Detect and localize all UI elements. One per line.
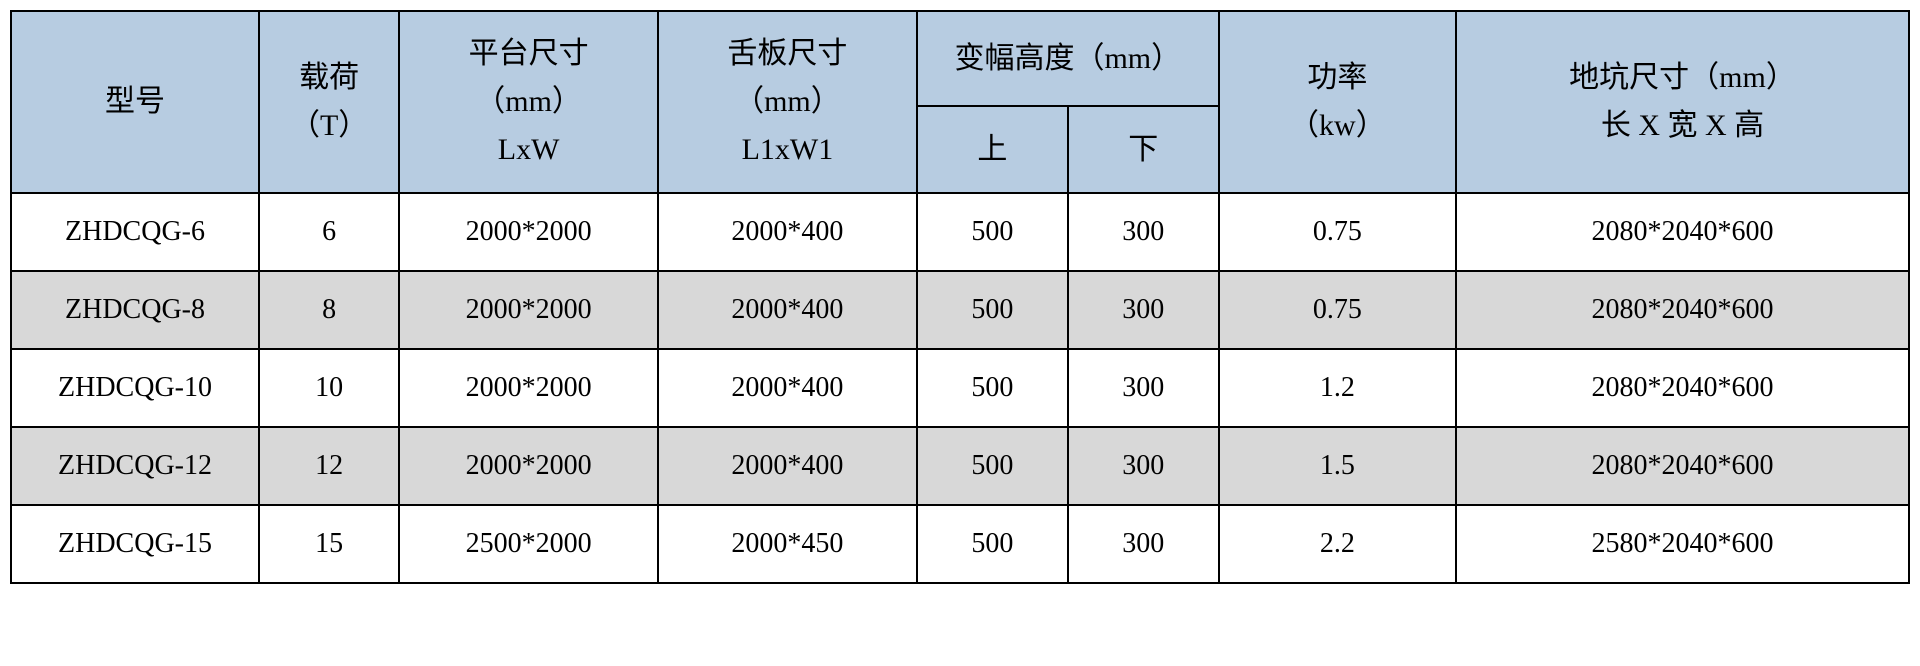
cell-platform: 2000*2000 xyxy=(399,193,658,271)
cell-model: ZHDCQG-10 xyxy=(11,349,259,427)
header-load: 载荷 （T） xyxy=(259,11,399,193)
cell-tongue: 2000*400 xyxy=(658,349,917,427)
cell-tongue: 2000*450 xyxy=(658,505,917,583)
header-tongue-line3: L1xW1 xyxy=(742,133,834,166)
cell-pit: 2080*2040*600 xyxy=(1456,349,1909,427)
header-load-line2: （T） xyxy=(290,109,368,142)
header-amplitude-up: 上 xyxy=(917,106,1068,193)
cell-model: ZHDCQG-15 xyxy=(11,505,259,583)
cell-tongue: 2000*400 xyxy=(658,427,917,505)
header-load-line1: 载荷 xyxy=(299,61,359,94)
cell-pit: 2580*2040*600 xyxy=(1456,505,1909,583)
table-row: ZHDCQG-15 15 2500*2000 2000*450 500 300 … xyxy=(11,505,1909,583)
header-power-line2: （kw） xyxy=(1289,109,1386,142)
header-amplitude: 变幅高度（mm） xyxy=(917,11,1219,106)
table-row: ZHDCQG-12 12 2000*2000 2000*400 500 300 … xyxy=(11,427,1909,505)
cell-down: 300 xyxy=(1068,349,1219,427)
header-tongue-line2: （mm） xyxy=(734,85,841,118)
header-platform-line3: LxW xyxy=(498,133,560,166)
cell-up: 500 xyxy=(917,349,1068,427)
cell-platform: 2000*2000 xyxy=(399,271,658,349)
table-row: ZHDCQG-6 6 2000*2000 2000*400 500 300 0.… xyxy=(11,193,1909,271)
header-platform-line1: 平台尺寸 xyxy=(469,37,589,70)
cell-pit: 2080*2040*600 xyxy=(1456,271,1909,349)
cell-pit: 2080*2040*600 xyxy=(1456,427,1909,505)
cell-power: 0.75 xyxy=(1219,193,1456,271)
header-row-1: 型号 载荷 （T） 平台尺寸 （mm） LxW 舌板尺寸 （mm） L1xW1 … xyxy=(11,11,1909,106)
cell-down: 300 xyxy=(1068,427,1219,505)
cell-power: 1.2 xyxy=(1219,349,1456,427)
cell-model: ZHDCQG-8 xyxy=(11,271,259,349)
cell-down: 300 xyxy=(1068,271,1219,349)
cell-power: 0.75 xyxy=(1219,271,1456,349)
table-body: ZHDCQG-6 6 2000*2000 2000*400 500 300 0.… xyxy=(11,193,1909,583)
cell-down: 300 xyxy=(1068,505,1219,583)
cell-platform: 2000*2000 xyxy=(399,349,658,427)
header-power-line1: 功率 xyxy=(1307,61,1367,94)
cell-model: ZHDCQG-6 xyxy=(11,193,259,271)
header-pit-line2: 长 X 宽 X 高 xyxy=(1601,109,1764,142)
cell-power: 2.2 xyxy=(1219,505,1456,583)
cell-tongue: 2000*400 xyxy=(658,271,917,349)
header-platform-line2: （mm） xyxy=(475,85,582,118)
header-tongue: 舌板尺寸 （mm） L1xW1 xyxy=(658,11,917,193)
cell-model: ZHDCQG-12 xyxy=(11,427,259,505)
header-amplitude-down: 下 xyxy=(1068,106,1219,193)
header-model: 型号 xyxy=(11,11,259,193)
cell-platform: 2000*2000 xyxy=(399,427,658,505)
cell-up: 500 xyxy=(917,505,1068,583)
cell-up: 500 xyxy=(917,271,1068,349)
cell-load: 8 xyxy=(259,271,399,349)
header-pit: 地坑尺寸（mm） 长 X 宽 X 高 xyxy=(1456,11,1909,193)
table-row: ZHDCQG-10 10 2000*2000 2000*400 500 300 … xyxy=(11,349,1909,427)
header-power: 功率 （kw） xyxy=(1219,11,1456,193)
table-row: ZHDCQG-8 8 2000*2000 2000*400 500 300 0.… xyxy=(11,271,1909,349)
header-pit-line1: 地坑尺寸（mm） xyxy=(1569,61,1796,94)
cell-up: 500 xyxy=(917,193,1068,271)
specifications-table: 型号 载荷 （T） 平台尺寸 （mm） LxW 舌板尺寸 （mm） L1xW1 … xyxy=(10,10,1910,584)
cell-platform: 2500*2000 xyxy=(399,505,658,583)
cell-load: 6 xyxy=(259,193,399,271)
cell-load: 15 xyxy=(259,505,399,583)
cell-down: 300 xyxy=(1068,193,1219,271)
cell-power: 1.5 xyxy=(1219,427,1456,505)
header-tongue-line1: 舌板尺寸 xyxy=(727,37,847,70)
cell-load: 10 xyxy=(259,349,399,427)
header-platform: 平台尺寸 （mm） LxW xyxy=(399,11,658,193)
cell-pit: 2080*2040*600 xyxy=(1456,193,1909,271)
cell-up: 500 xyxy=(917,427,1068,505)
cell-tongue: 2000*400 xyxy=(658,193,917,271)
cell-load: 12 xyxy=(259,427,399,505)
